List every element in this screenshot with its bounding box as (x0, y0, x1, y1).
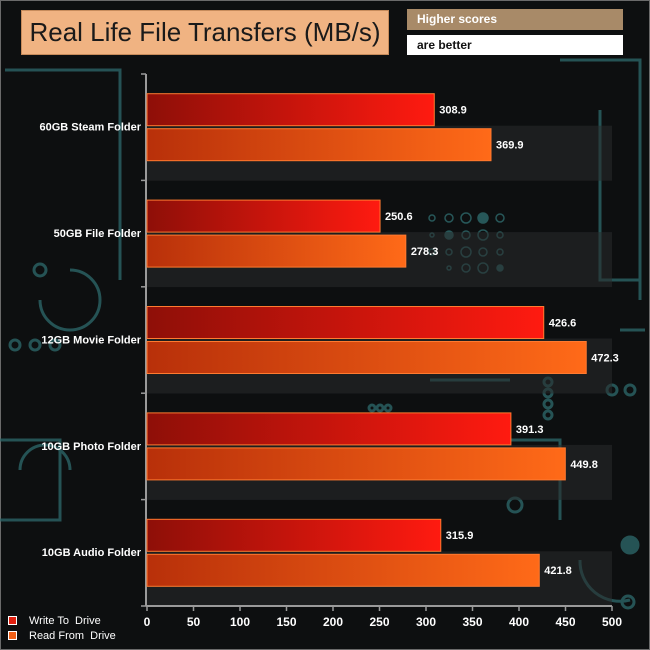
category-labels: 60GB Steam Folder 50GB File Folder 12GB Mo… (40, 122, 142, 560)
legend-label-write: Write To Drive (29, 614, 101, 627)
value-label-write: 391.3 (516, 424, 544, 436)
x-tick-label: 300 (416, 615, 436, 629)
value-labels: 308.9 369.9 250.6 278.3 426.6 472.3 391.3 449.8… (385, 105, 619, 578)
x-tick-label: 350 (462, 615, 482, 629)
bar-read (146, 234, 407, 268)
x-tick-label: 100 (230, 615, 250, 629)
value-label-write: 308.9 (439, 105, 467, 117)
legend: Write To Drive Read From Drive (8, 613, 116, 643)
are-better-note: are better (407, 35, 623, 55)
bars (146, 93, 587, 587)
value-label-read: 449.8 (570, 459, 598, 471)
x-tick-label: 500 (602, 615, 622, 629)
category-label: 10GB Photo Folder (41, 441, 141, 453)
bar-read (146, 447, 566, 481)
bar-write (146, 199, 381, 233)
bar-write (146, 93, 435, 127)
x-tick-label: 200 (323, 615, 343, 629)
x-tick-label: 400 (509, 615, 529, 629)
category-label: 50GB File Folder (54, 228, 142, 240)
value-label-read: 472.3 (591, 352, 619, 364)
legend-item-read: Read From Drive (8, 628, 116, 643)
x-tick-label: 450 (555, 615, 575, 629)
bar-read (146, 341, 587, 374)
category-label: 12GB Movie Folder (41, 334, 141, 346)
x-axis-ticks: 0 50 100 150 200 250 300 350 400 450 500 (144, 606, 622, 629)
legend-label-read: Read From Drive (29, 629, 116, 642)
bar-read (146, 553, 540, 587)
category-label: 10GB Audio Folder (42, 547, 142, 559)
x-tick-label: 250 (369, 615, 389, 629)
value-label-read: 421.8 (544, 565, 572, 577)
bar-read (146, 128, 492, 162)
bar-write (146, 306, 545, 339)
value-label-write: 426.6 (549, 317, 577, 329)
x-tick-label: 0 (144, 615, 151, 629)
legend-swatch-read (8, 631, 17, 640)
category-label: 60GB Steam Folder (40, 122, 142, 134)
value-label-write: 250.6 (385, 211, 413, 223)
higher-scores-note: Higher scores (407, 9, 623, 30)
x-tick-label: 150 (276, 615, 296, 629)
chart-title: Real Life File Transfers (MB/s) (21, 10, 389, 55)
legend-item-write: Write To Drive (8, 613, 116, 628)
value-label-read: 278.3 (411, 246, 439, 258)
bar-write (146, 412, 512, 446)
legend-swatch-write (8, 616, 17, 625)
bar-write (146, 518, 442, 552)
x-tick-label: 50 (187, 615, 201, 629)
value-label-read: 369.9 (496, 140, 524, 152)
value-label-write: 315.9 (446, 530, 474, 542)
